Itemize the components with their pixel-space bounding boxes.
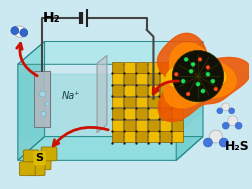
Circle shape bbox=[229, 108, 235, 114]
Bar bbox=[160, 97, 171, 107]
Bar bbox=[148, 131, 159, 142]
Text: H₂: H₂ bbox=[43, 11, 60, 25]
Circle shape bbox=[219, 138, 228, 147]
Circle shape bbox=[11, 27, 19, 35]
Bar bbox=[172, 73, 183, 84]
Bar bbox=[172, 62, 183, 73]
Ellipse shape bbox=[13, 26, 27, 37]
FancyBboxPatch shape bbox=[35, 156, 51, 170]
Polygon shape bbox=[164, 43, 236, 108]
Polygon shape bbox=[97, 55, 107, 133]
Circle shape bbox=[46, 102, 49, 106]
FancyBboxPatch shape bbox=[23, 150, 39, 164]
Text: Na⁺: Na⁺ bbox=[62, 91, 80, 101]
Bar bbox=[148, 62, 159, 73]
Bar bbox=[148, 108, 159, 119]
Bar bbox=[160, 120, 171, 131]
Bar bbox=[112, 97, 123, 107]
Bar bbox=[148, 97, 159, 107]
Bar bbox=[124, 73, 135, 84]
Polygon shape bbox=[157, 33, 251, 122]
Polygon shape bbox=[166, 52, 226, 102]
Bar bbox=[136, 120, 147, 131]
Circle shape bbox=[228, 116, 238, 126]
Bar bbox=[148, 85, 159, 96]
Circle shape bbox=[222, 122, 229, 129]
Bar bbox=[112, 108, 123, 119]
Bar bbox=[160, 85, 171, 96]
Circle shape bbox=[20, 29, 28, 37]
Circle shape bbox=[206, 65, 210, 69]
Bar bbox=[160, 73, 171, 84]
Bar bbox=[148, 73, 159, 84]
Polygon shape bbox=[34, 71, 49, 127]
Bar bbox=[136, 73, 147, 84]
Circle shape bbox=[189, 69, 193, 73]
Bar bbox=[160, 108, 171, 119]
Polygon shape bbox=[176, 42, 203, 160]
Circle shape bbox=[201, 89, 205, 93]
Circle shape bbox=[206, 72, 210, 76]
Bar bbox=[136, 62, 147, 73]
Bar bbox=[124, 108, 135, 119]
Bar bbox=[160, 62, 171, 73]
Circle shape bbox=[172, 50, 224, 102]
Polygon shape bbox=[20, 51, 201, 137]
Bar bbox=[124, 120, 135, 131]
FancyBboxPatch shape bbox=[29, 162, 45, 176]
Bar bbox=[124, 131, 135, 142]
Circle shape bbox=[222, 103, 230, 111]
Polygon shape bbox=[18, 137, 203, 160]
Bar bbox=[112, 85, 123, 96]
Bar bbox=[124, 85, 135, 96]
Bar bbox=[136, 131, 147, 142]
Circle shape bbox=[217, 108, 223, 114]
Circle shape bbox=[211, 79, 215, 83]
Circle shape bbox=[209, 130, 222, 143]
Circle shape bbox=[235, 122, 242, 129]
Bar bbox=[172, 97, 183, 107]
Circle shape bbox=[186, 92, 190, 96]
Circle shape bbox=[40, 91, 46, 97]
Circle shape bbox=[191, 62, 195, 67]
Bar bbox=[136, 85, 147, 96]
Bar bbox=[112, 131, 123, 142]
Circle shape bbox=[184, 57, 188, 62]
Polygon shape bbox=[18, 42, 203, 64]
Text: H₂S: H₂S bbox=[225, 140, 250, 153]
Circle shape bbox=[174, 72, 178, 76]
Bar bbox=[112, 62, 123, 73]
Circle shape bbox=[41, 111, 46, 116]
Circle shape bbox=[203, 138, 212, 147]
Bar bbox=[124, 97, 135, 107]
Text: S: S bbox=[36, 153, 44, 163]
Bar bbox=[172, 131, 183, 142]
Bar bbox=[112, 73, 123, 84]
FancyBboxPatch shape bbox=[19, 162, 35, 176]
Bar bbox=[172, 120, 183, 131]
FancyBboxPatch shape bbox=[41, 147, 57, 161]
Bar bbox=[112, 120, 123, 131]
Circle shape bbox=[198, 57, 202, 61]
Bar bbox=[124, 62, 135, 73]
Bar bbox=[160, 131, 171, 142]
Circle shape bbox=[181, 79, 185, 83]
Bar bbox=[148, 120, 159, 131]
Bar bbox=[172, 108, 183, 119]
Circle shape bbox=[196, 82, 200, 86]
Bar bbox=[136, 108, 147, 119]
Bar bbox=[136, 97, 147, 107]
Circle shape bbox=[214, 87, 218, 91]
Polygon shape bbox=[18, 42, 45, 160]
Bar bbox=[172, 85, 183, 96]
